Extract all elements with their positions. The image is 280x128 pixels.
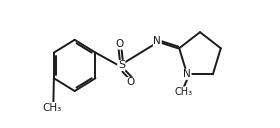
- Text: S: S: [118, 60, 125, 70]
- Text: N: N: [183, 69, 191, 79]
- Text: CH₃: CH₃: [174, 87, 192, 97]
- Text: O: O: [127, 77, 135, 88]
- Text: CH₃: CH₃: [42, 103, 62, 113]
- Text: N: N: [153, 36, 161, 46]
- Text: O: O: [116, 39, 124, 49]
